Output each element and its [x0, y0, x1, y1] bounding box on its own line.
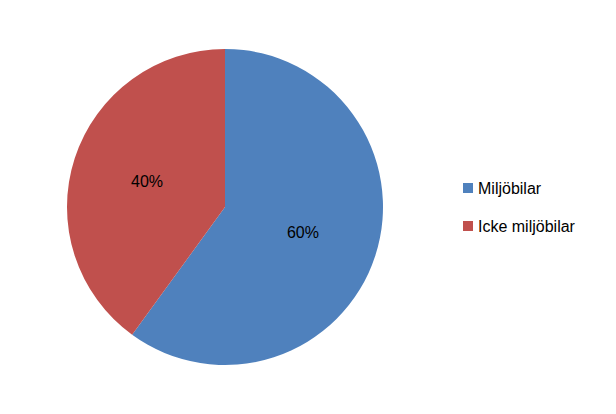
svg-text:60%: 60% — [287, 224, 319, 241]
svg-text:Miljöbilar: Miljöbilar — [478, 180, 542, 197]
svg-text:Icke miljöbilar: Icke miljöbilar — [478, 218, 576, 235]
svg-text:40%: 40% — [131, 173, 163, 190]
